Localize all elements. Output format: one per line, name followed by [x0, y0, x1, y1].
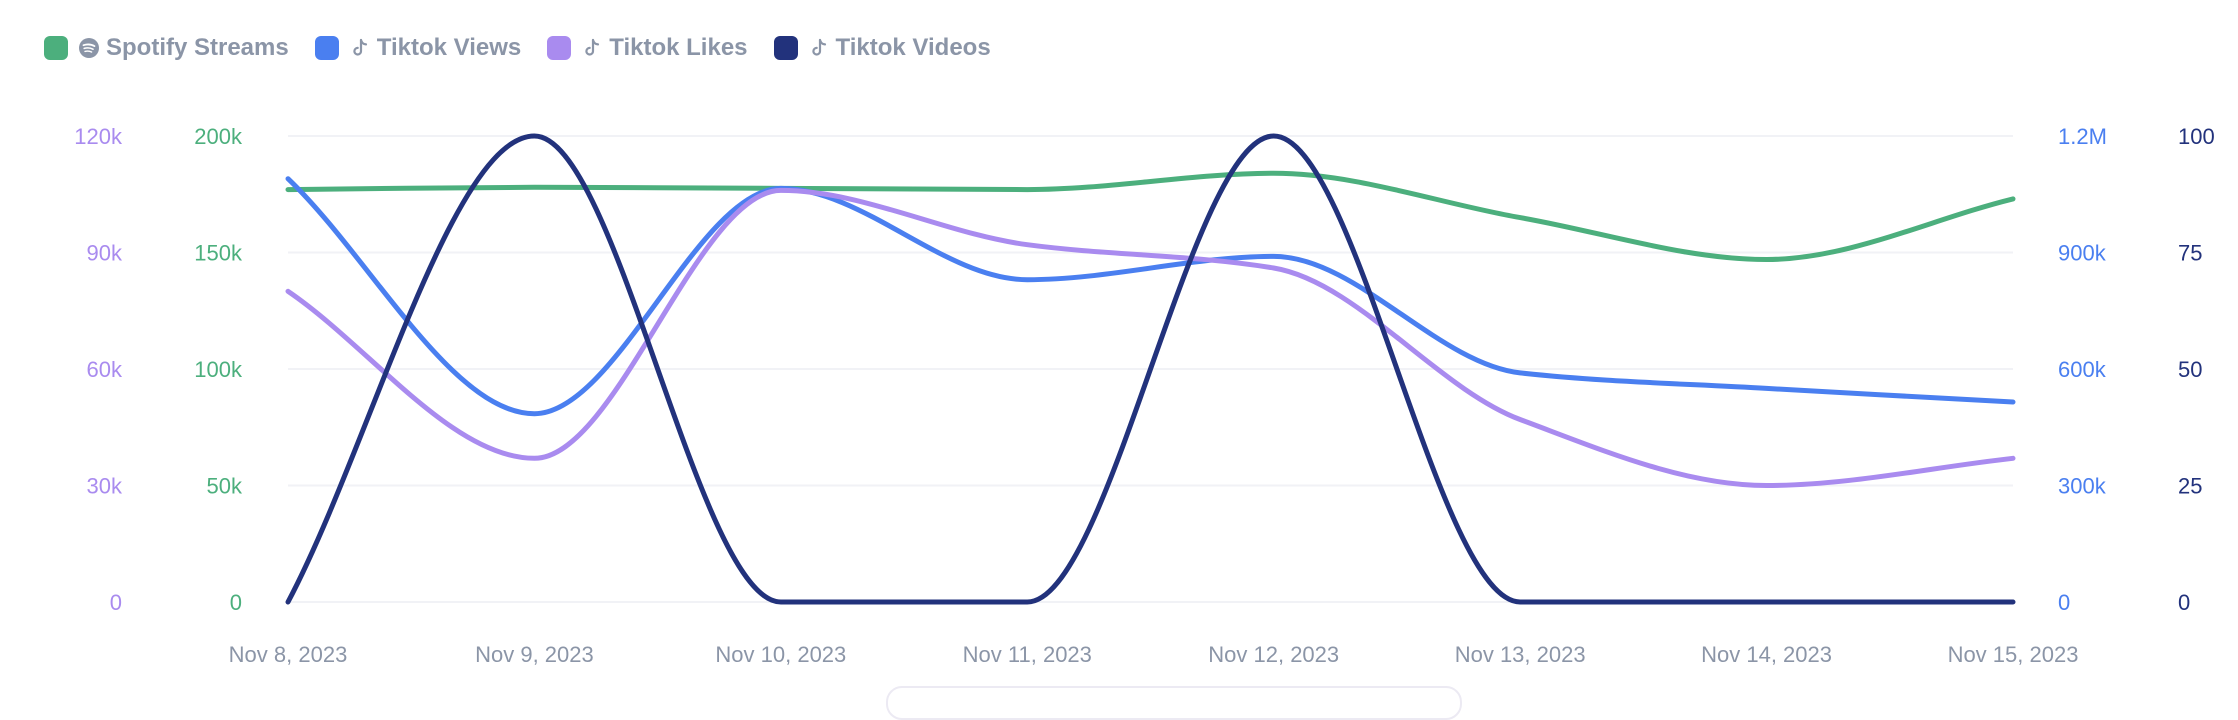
- series-line-spotify-streams[interactable]: [285, 170, 2016, 262]
- x-tick-label: Nov 9, 2023: [475, 642, 594, 667]
- y-tick-label-streams: 200k: [194, 124, 243, 149]
- legend-label: Tiktok Videos: [835, 34, 991, 61]
- y-tick-label-streams: 100k: [194, 357, 243, 382]
- x-tick-label: Nov 13, 2023: [1455, 642, 1586, 667]
- legend-item-spotify-streams[interactable]: Spotify Streams: [44, 34, 289, 62]
- series-line-tiktok-likes[interactable]: [285, 187, 2016, 488]
- legend-item-tiktok-likes[interactable]: Tiktok Likes: [547, 34, 748, 62]
- y-tick-label-streams: 0: [230, 590, 242, 615]
- spotify-icon: [78, 37, 100, 59]
- tiktok-icon: [808, 37, 830, 59]
- legend-label: Spotify Streams: [106, 34, 289, 61]
- series-line-tiktok-videos[interactable]: [285, 133, 2016, 605]
- y-tick-label-views: 0: [2058, 590, 2070, 615]
- x-tick-label: Nov 8, 2023: [229, 642, 348, 667]
- y-tick-label-likes: 30k: [87, 474, 123, 499]
- y-tick-label-videos: 50: [2178, 357, 2202, 382]
- y-tick-label-streams: 150k: [194, 241, 243, 266]
- y-tick-label-likes: 90k: [87, 241, 123, 266]
- legend-swatch: [547, 36, 572, 60]
- tiktok-icon: [581, 37, 603, 59]
- legend-item-tiktok-videos[interactable]: Tiktok Videos: [773, 34, 991, 62]
- y-tick-label-views: 1.2M: [2058, 124, 2107, 149]
- x-tick-label: Nov 10, 2023: [715, 642, 846, 667]
- y-tick-label-likes: 120k: [74, 124, 123, 149]
- x-tick-label: Nov 15, 2023: [1948, 642, 2079, 667]
- y-tick-label-views: 300k: [2058, 474, 2107, 499]
- y-tick-label-videos: 0: [2178, 590, 2190, 615]
- y-tick-label-videos: 25: [2178, 474, 2202, 499]
- y-tick-label-views: 900k: [2058, 241, 2107, 266]
- x-tick-label: Nov 12, 2023: [1208, 642, 1339, 667]
- series-line-tiktok-views[interactable]: [285, 176, 2016, 417]
- legend-label: Tiktok Views: [376, 34, 522, 61]
- chart-legend: Spotify Streams Tiktok Views Tiktok Likes T…: [44, 28, 1017, 68]
- y-tick-label-videos: 100: [2178, 124, 2215, 149]
- x-tick-label: Nov 14, 2023: [1701, 642, 1832, 667]
- legend-item-tiktok-views[interactable]: Tiktok Views: [314, 34, 522, 62]
- legend-swatch: [314, 36, 339, 60]
- bottom-panel-edge: [886, 686, 1462, 720]
- multi-axis-line-chart: 0 30k 60k 90k 120k 0 50k 100k 150k 200k 0 300k 600k 9…: [74, 124, 2214, 667]
- series-lines: [285, 133, 2016, 605]
- legend-swatch: [773, 36, 798, 60]
- legend-swatch: [44, 36, 68, 60]
- x-tick-label: Nov 11, 2023: [963, 642, 1092, 667]
- y-tick-label-likes: 0: [110, 590, 122, 615]
- legend-label: Tiktok Likes: [609, 34, 748, 61]
- y-tick-label-likes: 60k: [87, 357, 123, 382]
- x-axis: Nov 8, 2023 Nov 9, 2023 Nov 10, 2023 Nov 11…: [229, 642, 2079, 667]
- y-tick-label-streams: 50k: [207, 474, 243, 499]
- y-axes: 0 30k 60k 90k 120k 0 50k 100k 150k 200k 0 300k 600k 9…: [74, 124, 2214, 615]
- y-tick-label-views: 600k: [2058, 357, 2107, 382]
- y-tick-label-videos: 75: [2178, 241, 2202, 266]
- tiktok-icon: [349, 37, 371, 59]
